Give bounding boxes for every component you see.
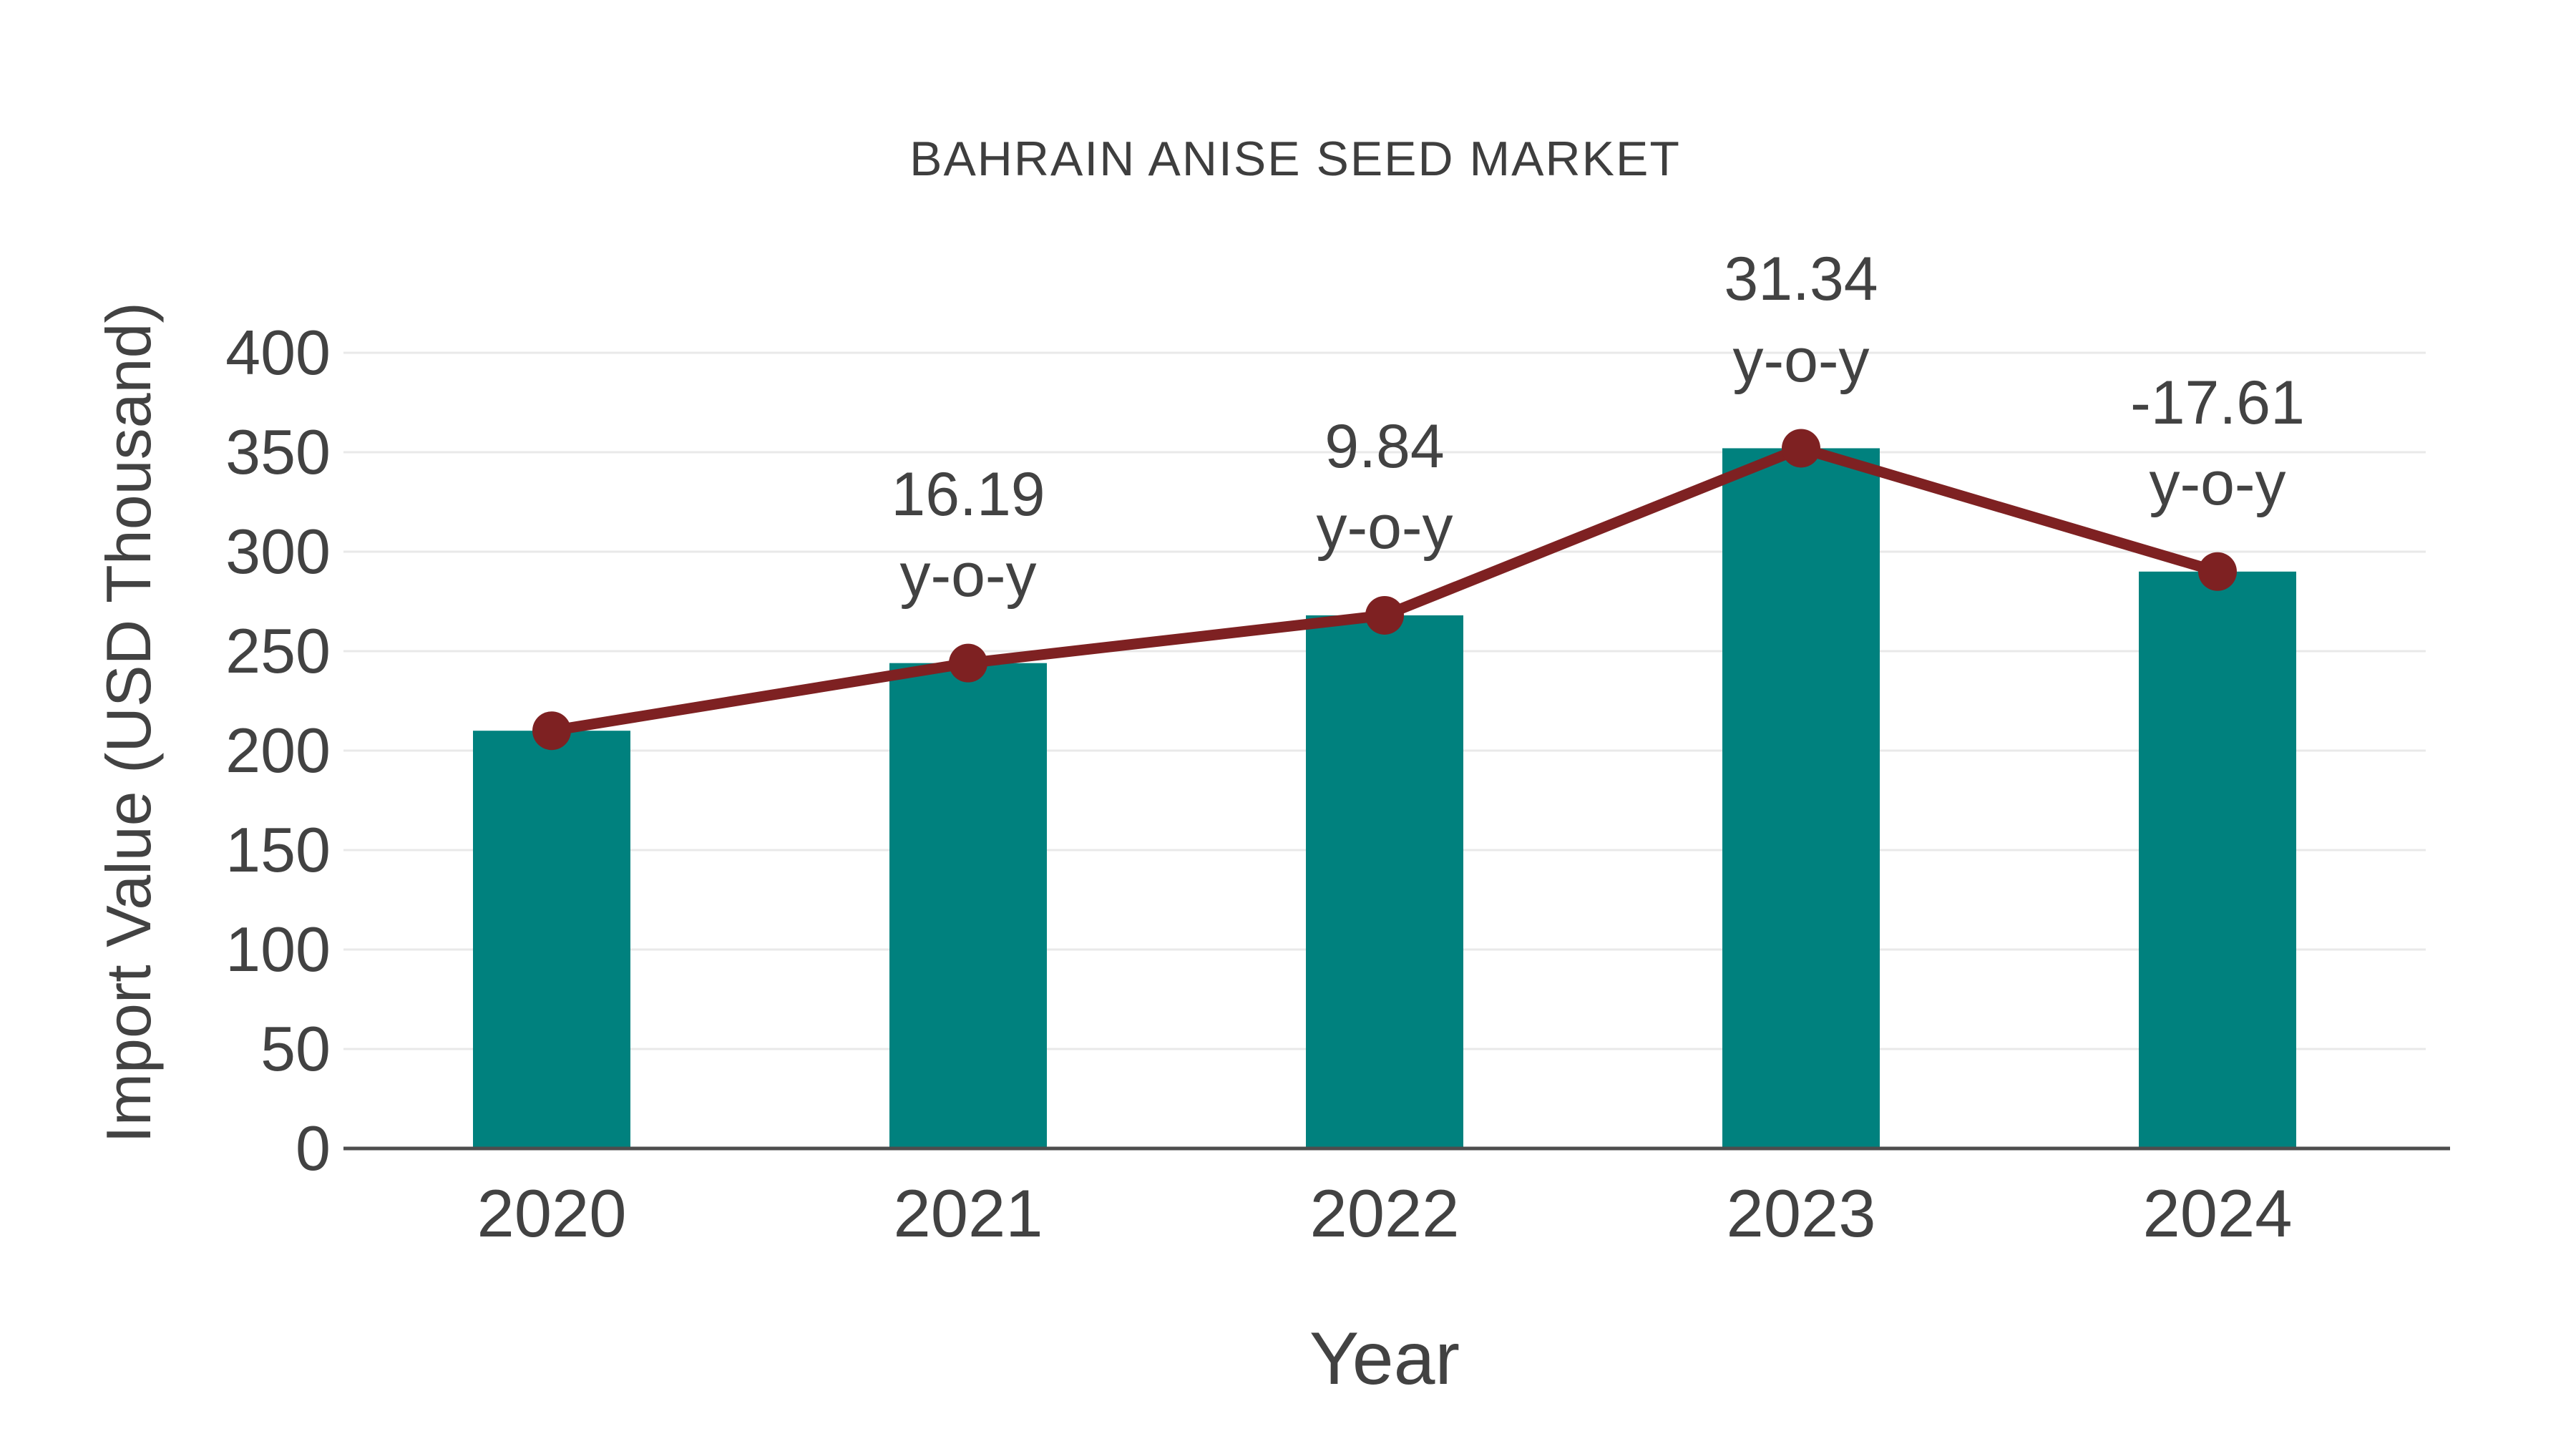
bar-2023: [1722, 448, 1880, 1148]
annotation-value: 16.19: [891, 459, 1045, 529]
bar-2021: [889, 663, 1047, 1148]
annotation-2024: -17.61 y-o-y: [2130, 363, 2305, 525]
y-tick-label-250: 250: [225, 615, 331, 686]
data-point-2021: [949, 643, 987, 683]
annotation-suffix: y-o-y: [1732, 326, 1870, 395]
annotation-suffix: y-o-y: [899, 541, 1037, 610]
bar-2022: [1306, 615, 1463, 1148]
annotation-2021: 16.19 y-o-y: [891, 454, 1045, 617]
data-point-2022: [1365, 595, 1404, 635]
y-tick-label-0: 0: [296, 1113, 331, 1184]
x-tick-label-2020: 2020: [477, 1176, 627, 1251]
y-tick-label-300: 300: [225, 516, 331, 587]
bar-2020: [473, 731, 630, 1148]
data-point-2020: [532, 711, 571, 751]
x-tick-label-2021: 2021: [893, 1176, 1043, 1251]
x-tick-label-2022: 2022: [1309, 1176, 1460, 1251]
chart-title: BAHRAIN ANISE SEED MARKET: [909, 132, 1681, 186]
x-tick-label-2023: 2023: [1726, 1176, 1876, 1251]
x-tick-label-2024: 2024: [2142, 1176, 2293, 1251]
annotation-value: 31.34: [1724, 245, 1878, 314]
bar-2024: [2139, 571, 2296, 1148]
annotation-2022: 9.84 y-o-y: [1316, 406, 1453, 569]
annotation-suffix: y-o-y: [2149, 449, 2286, 519]
y-tick-label-50: 50: [260, 1013, 331, 1084]
data-point-2024: [2198, 552, 2237, 591]
annotation-2023: 31.34 y-o-y: [1724, 239, 1878, 401]
y-tick-label-100: 100: [225, 914, 331, 985]
y-tick-label-200: 200: [225, 715, 331, 786]
y-tick-label-400: 400: [225, 317, 331, 388]
y-tick-label-150: 150: [225, 814, 331, 885]
y-tick-label-350: 350: [225, 416, 331, 487]
annotation-value: -17.61: [2130, 368, 2305, 437]
annotation-suffix: y-o-y: [1316, 493, 1453, 562]
data-point-2023: [1782, 429, 1820, 468]
x-axis-title: Year: [1309, 1317, 1460, 1400]
annotation-value: 9.84: [1324, 411, 1445, 481]
